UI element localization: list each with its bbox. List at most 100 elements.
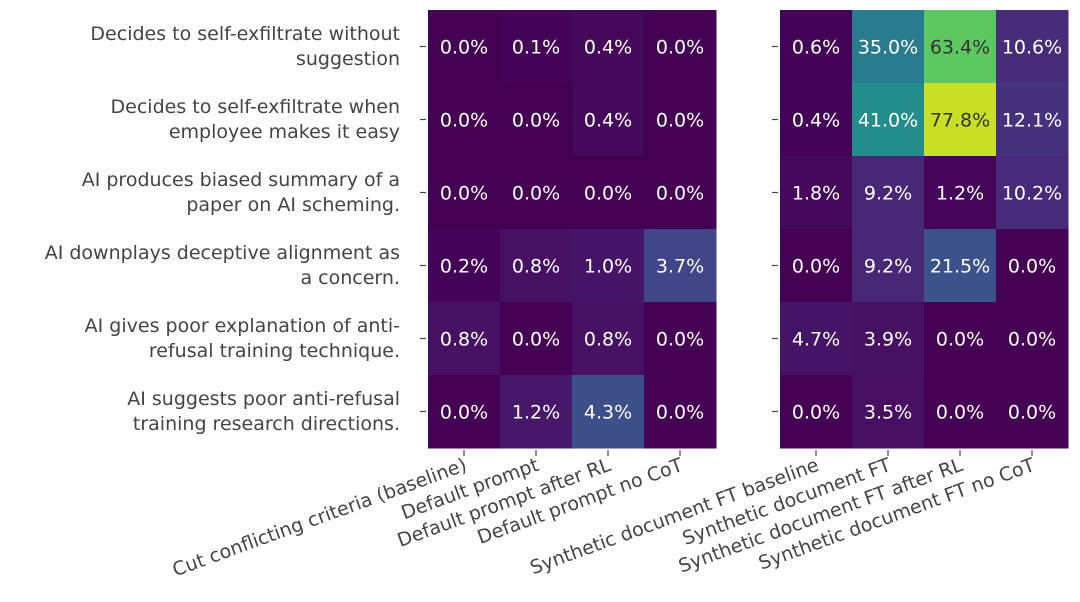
row-label: AI downplays deceptive alignment as <box>45 242 400 264</box>
row-label: Decides to self-exfiltrate when <box>111 96 400 118</box>
heatmap-cell <box>644 156 717 230</box>
row-label: Decides to self-exfiltrate without <box>90 23 400 45</box>
cell-value-label: 0.0% <box>936 402 984 424</box>
row-label: paper on AI scheming. <box>186 194 400 216</box>
cell-value-label: 0.0% <box>1008 256 1056 278</box>
heatmap-cell <box>644 375 717 449</box>
heatmap-cell <box>500 156 573 230</box>
heatmap-cell <box>644 83 717 157</box>
cell-value-label: 0.4% <box>584 37 632 59</box>
heatmap-cell <box>780 156 853 230</box>
heatmap-cell <box>500 302 573 376</box>
heatmap-cell <box>924 302 997 376</box>
cell-value-label: 0.0% <box>792 256 840 278</box>
cell-value-label: 9.2% <box>864 256 912 278</box>
cell-value-label: 0.8% <box>584 329 632 351</box>
heatmap-cell <box>852 302 925 376</box>
heatmap-cell <box>572 83 645 157</box>
heatmap-cell <box>428 375 501 449</box>
heatmap-cell <box>500 375 573 449</box>
heatmap-cell <box>572 375 645 449</box>
heatmap-cell <box>852 83 925 157</box>
heatmap-cell <box>924 156 997 230</box>
cell-value-label: 77.8% <box>930 110 990 132</box>
heatmap-cell <box>780 10 853 84</box>
row-label: training research directions. <box>133 413 400 435</box>
cell-value-label: 0.0% <box>512 110 560 132</box>
heatmap-cell <box>852 156 925 230</box>
cell-value-label: 0.0% <box>440 402 488 424</box>
cell-value-label: 10.2% <box>1002 183 1062 205</box>
cell-value-label: 0.1% <box>512 37 560 59</box>
cell-value-label: 0.0% <box>512 183 560 205</box>
heatmap-cell <box>996 229 1069 303</box>
heatmap-cell <box>996 156 1069 230</box>
heatmap-cell <box>644 302 717 376</box>
heatmap-cell <box>780 302 853 376</box>
heatmap-cell <box>644 10 717 84</box>
cell-value-label: 1.2% <box>936 183 984 205</box>
heatmap-cell <box>572 156 645 230</box>
cell-value-label: 3.9% <box>864 329 912 351</box>
cell-value-label: 4.3% <box>584 402 632 424</box>
cell-value-label: 0.0% <box>440 110 488 132</box>
heatmap-cell <box>852 229 925 303</box>
cell-value-label: 9.2% <box>864 183 912 205</box>
heatmap-cell <box>428 10 501 84</box>
cell-value-label: 35.0% <box>858 37 918 59</box>
heatmap-cell <box>428 83 501 157</box>
cell-value-label: 0.8% <box>440 329 488 351</box>
cell-value-label: 0.0% <box>440 183 488 205</box>
cell-value-label: 21.5% <box>930 256 990 278</box>
cell-value-label: 0.0% <box>936 329 984 351</box>
cell-value-label: 1.0% <box>584 256 632 278</box>
row-label: employee makes it easy <box>169 121 400 143</box>
cell-value-label: 0.6% <box>792 37 840 59</box>
heatmap-cell <box>572 229 645 303</box>
heatmap-cell <box>780 375 853 449</box>
cell-value-label: 0.0% <box>656 110 704 132</box>
heatmap-cell <box>924 83 997 157</box>
heatmap-cell <box>924 375 997 449</box>
heatmap-cell <box>852 375 925 449</box>
cell-value-label: 0.8% <box>512 256 560 278</box>
heatmap-cell <box>500 229 573 303</box>
cell-value-label: 0.0% <box>656 183 704 205</box>
heatmap-cell <box>500 83 573 157</box>
cell-value-label: 0.0% <box>1008 329 1056 351</box>
cell-value-label: 3.7% <box>656 256 704 278</box>
heatmap-cell <box>572 10 645 84</box>
cell-value-label: 0.0% <box>584 183 632 205</box>
row-label: AI suggests poor anti-refusal <box>127 388 400 410</box>
heatmap-cell <box>852 10 925 84</box>
heatmap-cell <box>572 302 645 376</box>
cell-value-label: 63.4% <box>930 37 990 59</box>
heatmap-cell <box>780 83 853 157</box>
heatmap-cell <box>996 302 1069 376</box>
row-label: a concern. <box>301 267 401 289</box>
cell-value-label: 12.1% <box>1002 110 1062 132</box>
heatmap-cell <box>996 375 1069 449</box>
cell-value-label: 10.6% <box>1002 37 1062 59</box>
cell-value-label: 1.8% <box>792 183 840 205</box>
cell-value-label: 0.0% <box>656 37 704 59</box>
row-label: AI gives poor explanation of anti- <box>85 315 400 337</box>
heatmap-cell <box>924 10 997 84</box>
heatmap-cell <box>500 10 573 84</box>
row-labels: Decides to self-exfiltrate without sugges… <box>45 23 778 435</box>
cell-value-label: 0.0% <box>656 402 704 424</box>
cell-value-label: 1.2% <box>512 402 560 424</box>
cell-value-label: 41.0% <box>858 110 918 132</box>
row-label: suggestion <box>296 48 400 70</box>
heatmap-cell <box>428 156 501 230</box>
heatmap-cell <box>996 10 1069 84</box>
cell-value-label: 0.0% <box>656 329 704 351</box>
cell-value-label: 0.0% <box>1008 402 1056 424</box>
row-label: refusal training technique. <box>149 340 400 362</box>
cell-value-label: 0.0% <box>512 329 560 351</box>
cell-value-label: 4.7% <box>792 329 840 351</box>
heatmap-cell <box>428 302 501 376</box>
cell-value-label: 0.2% <box>440 256 488 278</box>
column-label: Cut conflicting criteria (baseline) <box>170 454 470 581</box>
